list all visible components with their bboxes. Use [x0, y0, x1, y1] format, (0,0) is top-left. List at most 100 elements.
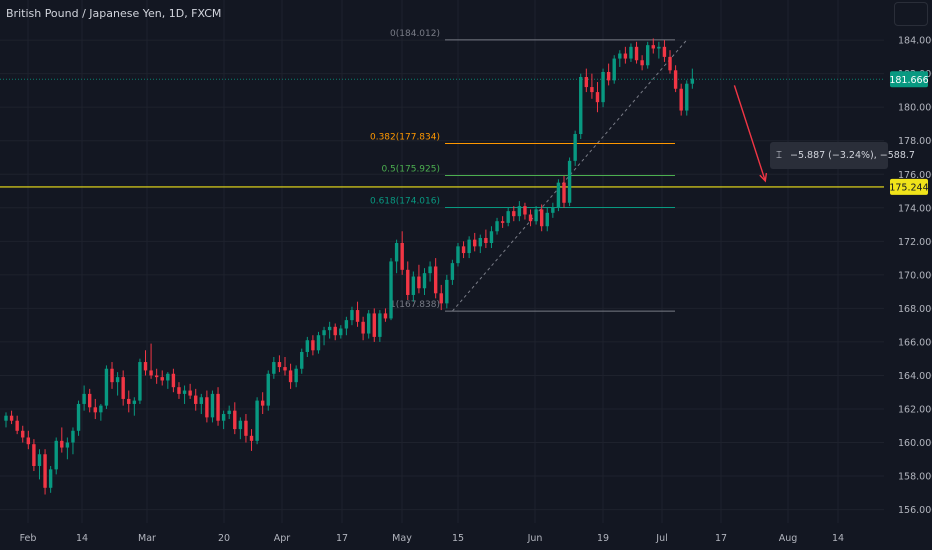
time-tick-label: Aug [779, 533, 798, 544]
candle-body [71, 430, 75, 443]
candle-body [422, 273, 427, 289]
candle-body [445, 279, 449, 304]
candle-body [372, 313, 376, 337]
candle-body [394, 242, 399, 262]
candle-body [227, 410, 231, 415]
candle-body [629, 46, 633, 59]
candle-body [512, 211, 516, 217]
candle-body [132, 400, 137, 404]
candle-body [662, 46, 667, 57]
candle-body [339, 328, 343, 336]
candle-body [361, 321, 365, 334]
candle-body [188, 390, 192, 396]
current-price-badge [890, 71, 928, 88]
price-badges: 181.666 175.244 [889, 71, 929, 195]
candle-body [311, 340, 315, 351]
price-tick-label: 180.000 [898, 103, 932, 114]
price-projection-arrow[interactable] [733, 85, 768, 183]
candle-body [43, 454, 47, 488]
candle-body [138, 362, 142, 401]
price-tick-label: 176.000 [898, 170, 932, 181]
candle-body [249, 435, 254, 441]
time-tick-label: 14 [76, 533, 88, 544]
candle-body [634, 46, 639, 61]
measure-label: ⌶ −5.887 (−3.24%), −588.7 [770, 142, 915, 169]
candle-body [668, 56, 672, 71]
candle-body [26, 437, 31, 445]
candle-body [584, 77, 589, 88]
candle-body [216, 393, 220, 421]
candle-body [433, 266, 438, 294]
candle-body [456, 246, 460, 264]
candle-body [316, 335, 321, 351]
candle-body [478, 237, 482, 247]
candle-body [88, 393, 92, 408]
candle-body [244, 420, 248, 436]
price-axis[interactable]: 156.000 158.000 160.000 162.000 164.000 166.0… [884, 0, 932, 550]
candle-body [646, 45, 650, 66]
time-tick-label: Feb [20, 533, 37, 544]
candle-body [690, 78, 695, 84]
price-tick-label: 170.000 [898, 270, 932, 281]
candle-body [551, 207, 555, 213]
candle-body [255, 400, 259, 441]
candle-body [389, 261, 393, 319]
candle-body [378, 313, 382, 337]
candle-body [411, 276, 416, 295]
candle-body [367, 313, 371, 334]
candle-body [194, 395, 198, 404]
candle-body [149, 370, 153, 376]
candle-body [406, 269, 410, 295]
candle-body [467, 239, 471, 254]
time-tick-label: Apr [274, 533, 291, 544]
candle-body [539, 209, 544, 227]
candle-body [300, 351, 304, 369]
candle-body [567, 160, 572, 203]
candle-body [277, 362, 282, 368]
time-tick-label: Mar [138, 533, 156, 544]
candle-body [484, 237, 488, 243]
time-tick-label: Jul [655, 533, 667, 544]
time-axis[interactable]: Feb 14 Mar 20 Apr 17 May 15 Jun 19 Jul 17 Aug 14 [0, 523, 932, 550]
price-axis-bg [884, 0, 932, 550]
candle-body [210, 393, 215, 418]
fib-level-label: 1(167.838) [390, 300, 440, 310]
candle-body [177, 387, 181, 394]
candle-body [154, 375, 159, 378]
current-price-label: 181.666 [889, 75, 928, 86]
fib-level-label: 0.618(174.016) [370, 197, 440, 207]
candle-body [4, 415, 8, 421]
candle-body [260, 400, 265, 406]
candle-body [495, 221, 499, 232]
price-tick-label: 178.000 [898, 136, 932, 147]
candle-body [288, 370, 293, 383]
candle-body [322, 330, 326, 336]
candle-body [612, 58, 616, 81]
candle-body [65, 442, 70, 448]
candle-body [623, 53, 628, 59]
candle-body [160, 377, 164, 381]
candle-body [205, 397, 209, 418]
candle-body [182, 390, 187, 394]
candle-body [37, 454, 42, 466]
candle-body [121, 377, 125, 399]
candle-body [640, 60, 644, 66]
candle-body [685, 83, 689, 111]
chart-title: British Pound / Japanese Yen, 1D, FXCM [6, 7, 222, 20]
fibonacci-retracement[interactable]: 0(184.012) 0.382(177.834) 0.5(175.925) 0.61… [370, 29, 688, 312]
time-axis-bg [0, 523, 932, 550]
price-tick-label: 158.000 [898, 472, 932, 483]
candle-body [673, 70, 678, 89]
candle-body [283, 367, 287, 371]
projection-arrow-line [733, 85, 766, 182]
candle-body [428, 266, 432, 274]
candle-body [590, 87, 594, 93]
candle-body [573, 134, 577, 161]
price-tick-label: 160.000 [898, 438, 932, 449]
candle-body [450, 263, 455, 280]
price-tick-label: 162.000 [898, 404, 932, 415]
candle-body [344, 320, 349, 329]
chart-settings-button[interactable] [894, 2, 928, 26]
candle-body [500, 221, 505, 223]
